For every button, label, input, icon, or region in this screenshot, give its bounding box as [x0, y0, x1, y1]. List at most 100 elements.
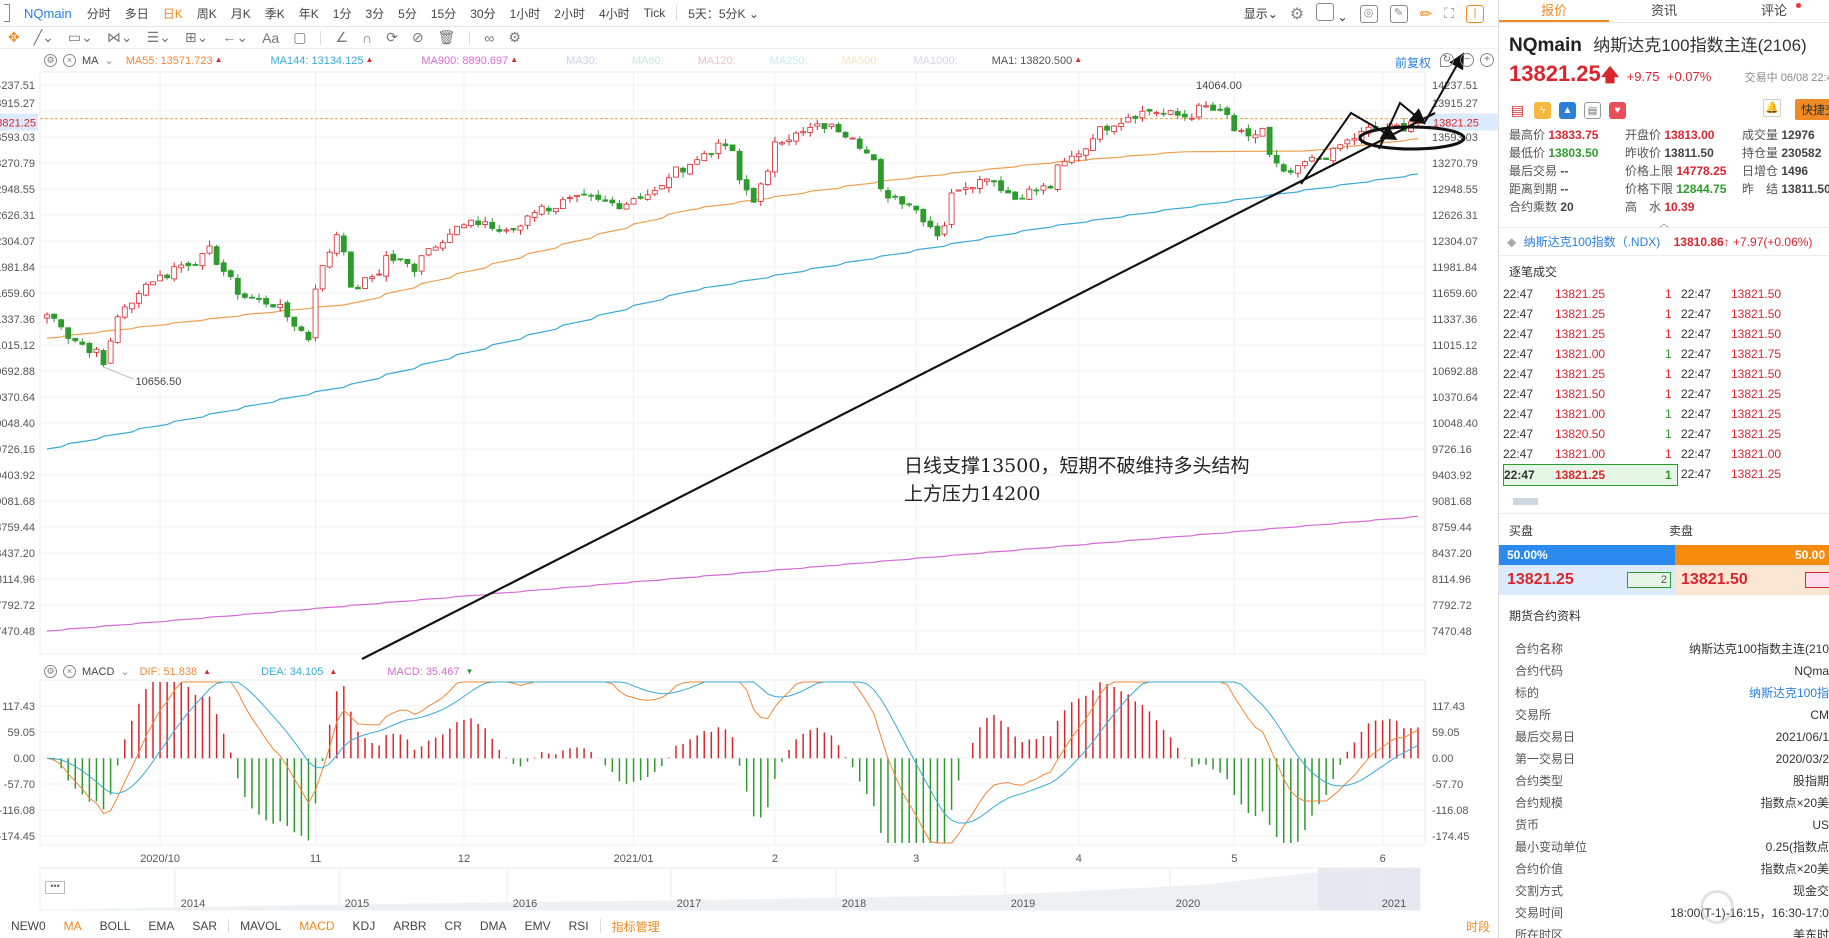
period-tab[interactable]: 30分	[470, 6, 496, 21]
drawing-settings-icon[interactable]: ⚙	[508, 29, 521, 45]
note-icon[interactable]: ▤	[1584, 101, 1601, 119]
pencil-icon[interactable]: ✏	[1419, 5, 1433, 23]
trendline-drawing[interactable]	[361, 112, 1436, 660]
session-button[interactable]: 时段	[1466, 920, 1491, 934]
underlying-index-row[interactable]: ◆ 纳斯达克100指数（.NDX) 13810.86↑ +7.97(+0.06%…	[1499, 227, 1829, 256]
arrow-drawing[interactable]	[1424, 52, 1464, 123]
layout-select-icon[interactable]: ⌄	[1316, 3, 1348, 24]
period-tab[interactable]: 月K	[230, 6, 251, 21]
crosshair-move-icon[interactable]: ✥	[8, 29, 20, 45]
tab-comments[interactable]: 评论	[1719, 0, 1829, 22]
period-tab[interactable]: 季K	[264, 6, 285, 21]
pattern-tool-icon[interactable]: ⋈⌄	[106, 29, 133, 45]
display-menu[interactable]: 显示⌄	[1243, 7, 1278, 21]
period-tab[interactable]: 3分	[365, 6, 385, 21]
candle-down	[1160, 112, 1167, 115]
magnet-icon[interactable]: ∩	[362, 29, 373, 46]
chevron-down-icon[interactable]: ⌄	[120, 666, 130, 678]
compare-icon[interactable]: ∞	[484, 29, 495, 46]
period-tab[interactable]: 分时	[86, 6, 111, 21]
indicator-new0[interactable]: NEW0	[11, 919, 46, 933]
kline-chart[interactable]: 14237.51 14237.51 13915.27 13915.27 13593.03…	[0, 0, 1498, 938]
favorite-heart-icon[interactable]: ♥	[1609, 101, 1626, 119]
indicator-kdj[interactable]: KDJ	[352, 919, 376, 933]
indicator-rsi[interactable]: RSI	[568, 919, 589, 933]
candle-down	[835, 123, 842, 133]
indicator-arbr[interactable]: ARBR	[393, 919, 427, 933]
reset-icon[interactable]: ↻	[1440, 53, 1454, 67]
adjust-mode[interactable]: 前复权	[1395, 56, 1432, 70]
tab-quote[interactable]: 报价	[1499, 0, 1609, 22]
candle-down	[892, 195, 898, 198]
alert-bell-icon[interactable]: 🔔	[1763, 99, 1781, 117]
symbol-label[interactable]: NQmain	[24, 5, 72, 21]
stat-label: 日增仓	[1742, 164, 1779, 178]
ma-settings-icon[interactable]: ⚙	[44, 54, 57, 67]
last-price: 13821.25	[1509, 61, 1601, 86]
indicator-ema[interactable]: EMA	[148, 919, 175, 933]
indicator-emv[interactable]: EMV	[524, 919, 551, 933]
indicator-macd[interactable]: MACD	[299, 919, 335, 933]
period-tab[interactable]: 多日	[124, 6, 149, 21]
period-tab[interactable]: 5分	[398, 6, 417, 21]
chevron-down-icon[interactable]: ⌄	[104, 55, 114, 67]
indicator-ma[interactable]: MA	[63, 919, 82, 933]
macd-settings-icon[interactable]: ⚙	[44, 665, 57, 678]
callout-tool-icon[interactable]: ▢	[293, 29, 307, 45]
horizontal-scrollbar[interactable]	[1513, 498, 1538, 505]
collapse-caret-icon[interactable]: ︿	[1659, 219, 1669, 230]
hide-drawings-icon[interactable]: ⊘	[411, 29, 424, 45]
angle-icon[interactable]: ∠	[335, 29, 349, 45]
period-tab[interactable]: 15分	[430, 6, 457, 21]
fib-tool-icon[interactable]: ☰⌄	[146, 29, 171, 45]
zoom-out-icon[interactable]: −	[1460, 53, 1474, 67]
indicator-boll[interactable]: BOLL	[99, 919, 131, 933]
arrow-tool-icon[interactable]: ←⌄	[222, 29, 249, 45]
macd-close-icon[interactable]: ×	[63, 665, 76, 678]
fullscreen-icon[interactable]: ⛶	[1444, 5, 1454, 21]
x-tick-label: 5	[1231, 853, 1237, 865]
edit-icon[interactable]: ✎	[1389, 4, 1408, 23]
trash-icon[interactable]: 🗑	[437, 29, 456, 45]
panel-toggle-icon[interactable]: |	[1466, 4, 1484, 23]
rect-tool-icon[interactable]: ▭⌄	[67, 29, 93, 45]
period-tab[interactable]: 4小时	[598, 6, 630, 21]
period-tab[interactable]: 周K	[196, 6, 217, 21]
measure-tool-icon[interactable]: ⊞⌄	[184, 29, 209, 45]
indicator-mavol[interactable]: MAVOL	[240, 919, 282, 933]
info-value[interactable]: 纳斯达克100指	[1748, 686, 1829, 700]
macd-indicator-name[interactable]: MACD	[82, 665, 115, 678]
arrow-drawing[interactable]	[1378, 101, 1427, 150]
underlying-name[interactable]: 纳斯达克100指数（.NDX)	[1523, 235, 1661, 249]
ellipse-drawing[interactable]	[1358, 125, 1466, 151]
indicator-manage-button[interactable]: 指标管理	[611, 919, 660, 934]
pyramid-icon[interactable]: ▲	[1559, 101, 1576, 119]
ma-close-icon[interactable]: ×	[63, 54, 76, 67]
period-tab[interactable]: 1分	[332, 6, 352, 21]
period-tab[interactable]: 日K	[162, 6, 183, 21]
settings-gear-icon[interactable]: ⚙	[1289, 5, 1305, 23]
more-button[interactable]: •••	[45, 881, 65, 894]
ma-indicator-name[interactable]: MA	[82, 54, 99, 67]
sidebar-toggle-icon[interactable]	[4, 4, 10, 22]
candle-down	[1019, 197, 1026, 200]
period-tab[interactable]: 2小时	[554, 6, 585, 21]
period-tab[interactable]: 年K	[298, 6, 319, 21]
period-toolbar: NQmain 分时 多日 日K 周K 月K 季K 年K 1分 3分 5分 15分 30分 1小时 2小时 4…	[0, 0, 1498, 27]
zoom-in-icon[interactable]: +	[1480, 53, 1494, 67]
multi-period-select[interactable]: 5天：5分K ⌄	[688, 6, 759, 21]
navigator-window[interactable]	[1318, 868, 1420, 910]
line-tool-icon[interactable]: ╱⌄	[33, 29, 54, 45]
period-tab[interactable]: Tick	[643, 6, 666, 20]
text-tool-icon[interactable]: Aa	[262, 29, 280, 46]
indicator-cr[interactable]: CR	[444, 919, 462, 933]
sync-icon[interactable]: ⟳	[386, 29, 398, 45]
indicator-sar[interactable]: SAR	[192, 919, 218, 933]
camera-icon[interactable]: ◎	[1359, 4, 1378, 23]
period-tab[interactable]: 1小时	[509, 6, 541, 21]
tick-time: 22:47	[1503, 287, 1534, 301]
indicator-dma[interactable]: DMA	[479, 919, 507, 933]
quick-trade-button[interactable]: 快捷交易	[1795, 99, 1829, 120]
lightning-icon[interactable]: ϟ	[1534, 101, 1551, 119]
tab-news[interactable]: 资讯	[1650, 3, 1677, 18]
